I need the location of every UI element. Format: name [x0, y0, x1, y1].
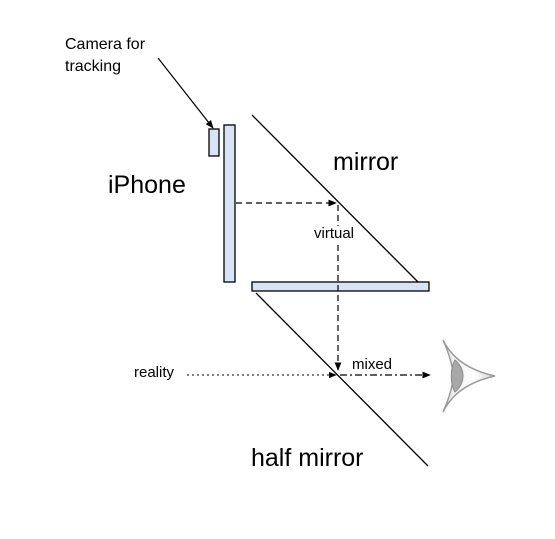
iphone-label: iPhone	[108, 171, 186, 199]
camera-label-line2: tracking	[65, 58, 122, 75]
mirror-line	[251, 114, 419, 283]
virtual-label: virtual	[313, 225, 356, 242]
camera-label: Camera for tracking	[65, 34, 175, 78]
camera-label-line1: Camera for	[65, 36, 146, 53]
eye-icon	[442, 339, 496, 413]
camera-pointer-arrow	[157, 57, 214, 129]
half-mirror-label: half mirror	[251, 444, 364, 472]
half-mirror-line	[255, 292, 429, 467]
reality-label: reality	[134, 364, 175, 381]
horizontal-plate	[251, 281, 430, 292]
mirror-label: mirror	[333, 148, 399, 176]
iphone-device	[223, 124, 236, 283]
tracking-camera	[208, 128, 220, 157]
mixed-label: mixed	[352, 356, 393, 373]
